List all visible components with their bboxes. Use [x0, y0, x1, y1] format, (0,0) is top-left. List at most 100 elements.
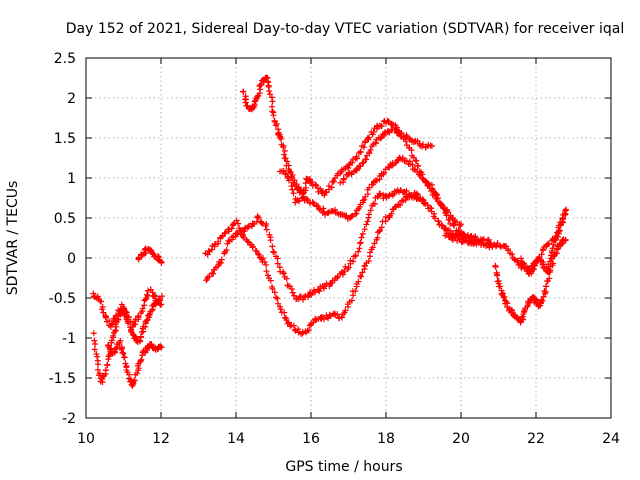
- data-point: [364, 218, 371, 225]
- data-point: [359, 230, 366, 237]
- data-point: [157, 301, 164, 308]
- data-points: [90, 74, 570, 389]
- data-point: [494, 272, 501, 279]
- y-tick-label: 2: [67, 91, 76, 107]
- data-point: [362, 193, 369, 200]
- data-point: [341, 268, 348, 275]
- data-point: [433, 192, 440, 199]
- plot-frame: [85, 57, 612, 419]
- data-point: [217, 259, 224, 266]
- data-point: [274, 255, 281, 262]
- data-point: [334, 274, 341, 281]
- data-point: [269, 243, 276, 250]
- data-point: [277, 306, 284, 313]
- data-point: [93, 350, 100, 357]
- data-point: [258, 81, 265, 88]
- data-point: [359, 269, 366, 276]
- data-point: [350, 258, 357, 265]
- series-arc-g: [240, 74, 465, 229]
- data-point: [271, 289, 278, 296]
- data-point: [98, 306, 105, 313]
- data-point: [358, 234, 365, 241]
- data-point: [225, 226, 232, 233]
- data-point: [312, 181, 319, 188]
- data-point: [281, 147, 288, 154]
- data-point: [378, 224, 385, 231]
- data-point: [90, 330, 97, 337]
- data-point: [274, 295, 281, 302]
- axis-ticks: [85, 57, 612, 419]
- data-point: [360, 144, 367, 151]
- y-tick-label: 0.5: [54, 211, 76, 227]
- data-point: [497, 283, 504, 290]
- data-point: [349, 159, 356, 166]
- data-point: [142, 348, 149, 355]
- data-point: [266, 91, 273, 98]
- data-point: [425, 181, 432, 188]
- data-point: [144, 292, 151, 299]
- data-point: [223, 247, 230, 254]
- data-point: [424, 201, 431, 208]
- data-point: [240, 88, 247, 95]
- data-point: [377, 191, 384, 198]
- data-point: [263, 221, 270, 228]
- data-point: [269, 98, 276, 105]
- data-point: [263, 226, 270, 233]
- data-point: [113, 345, 120, 352]
- data-point: [367, 249, 374, 256]
- data-point: [291, 292, 298, 299]
- data-point: [546, 275, 553, 282]
- x-tick-label: 14: [227, 431, 245, 447]
- data-point: [457, 235, 464, 242]
- data-point: [267, 277, 274, 284]
- data-point: [359, 197, 366, 204]
- data-point: [136, 337, 143, 344]
- x-tick-label: 22: [527, 431, 545, 447]
- x-tick-label: 10: [77, 431, 95, 447]
- y-tick-label: -0.5: [49, 291, 76, 307]
- data-point: [91, 346, 98, 353]
- data-point: [300, 193, 307, 200]
- data-point: [228, 225, 235, 232]
- data-point: [364, 135, 371, 142]
- data-point: [357, 163, 364, 170]
- data-point: [363, 221, 370, 228]
- x-tick-label: 18: [377, 431, 395, 447]
- data-point: [367, 147, 374, 154]
- data-point: [445, 233, 452, 240]
- data-point: [94, 353, 101, 360]
- data-point: [408, 147, 415, 154]
- data-point: [268, 94, 275, 101]
- data-point: [244, 238, 251, 245]
- x-tick-labels: 10 12 14 16 18 20 22 24: [77, 431, 620, 447]
- data-point: [367, 207, 374, 214]
- data-point: [461, 231, 468, 238]
- data-point: [356, 245, 363, 252]
- grid-lines: [86, 58, 611, 418]
- data-point: [255, 251, 262, 258]
- data-point: [143, 317, 150, 324]
- data-point: [357, 239, 364, 246]
- data-point: [391, 126, 398, 133]
- data-point: [325, 210, 332, 217]
- data-point: [112, 327, 119, 334]
- data-point: [121, 305, 128, 312]
- data-point: [290, 190, 297, 197]
- data-point: [378, 122, 385, 129]
- data-point: [157, 343, 164, 350]
- data-point: [376, 228, 383, 235]
- data-point: [273, 120, 280, 127]
- data-point: [549, 245, 556, 252]
- data-point: [377, 135, 384, 142]
- y-axis-label: SDTVAR / TECUs: [5, 181, 21, 296]
- data-point: [274, 260, 281, 267]
- data-point: [137, 333, 144, 340]
- data-point: [210, 270, 217, 277]
- data-point: [397, 202, 404, 209]
- data-point: [92, 341, 99, 348]
- data-point: [388, 162, 395, 169]
- data-point: [116, 339, 123, 346]
- data-point: [352, 288, 359, 295]
- data-point: [91, 337, 98, 344]
- data-point: [362, 138, 369, 145]
